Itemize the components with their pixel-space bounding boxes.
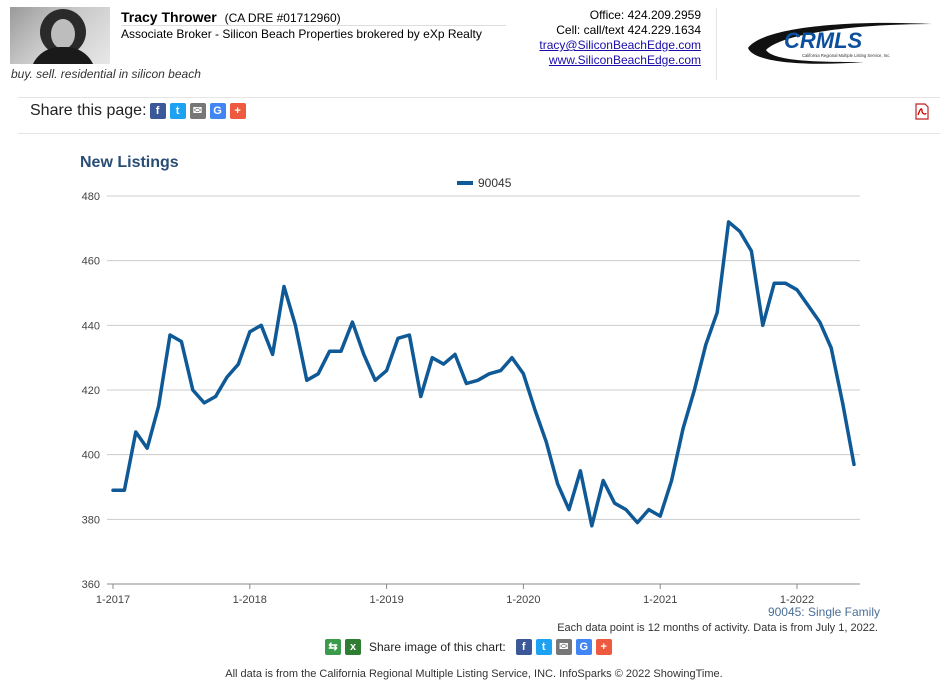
agent-title: Associate Broker - Silicon Beach Propert…	[121, 27, 482, 41]
agent-name-text: Tracy Thrower	[121, 9, 217, 25]
y-tick-label: 460	[82, 256, 100, 268]
email-icon[interactable]: ✉	[189, 103, 206, 119]
website-link[interactable]: www.SiliconBeachEdge.com	[548, 53, 701, 67]
legend-label: 90045	[478, 176, 512, 190]
y-tick-label: 360	[82, 579, 100, 591]
google-icon[interactable]: G	[575, 639, 592, 655]
pdf-icon[interactable]	[914, 103, 930, 120]
y-tick-label: 400	[82, 450, 100, 462]
series-caption: 90045: Single Family	[767, 605, 880, 619]
share-chart-label: Share image of this chart:	[369, 640, 506, 654]
x-tick-label: 1-2022	[780, 594, 814, 606]
footer: All data is from the California Regional…	[225, 668, 723, 680]
share-icon[interactable]: ⇆	[325, 639, 341, 655]
twitter-icon[interactable]: t	[169, 103, 186, 119]
plus-icon[interactable]: +	[229, 103, 246, 119]
share-page-row: Share this page: f t ✉ G +	[30, 102, 250, 120]
agent-dre: (CA DRE #01712960)	[224, 11, 341, 25]
divider	[18, 97, 940, 98]
divider	[716, 8, 717, 80]
cell-phone: Cell: call/text 424.229.1634	[556, 23, 701, 37]
logo-text: CRMLS	[784, 28, 863, 53]
share-page-label: Share this page:	[30, 102, 147, 119]
email-icon[interactable]: ✉	[555, 639, 572, 655]
chart-title: New Listings	[80, 154, 179, 171]
facebook-icon[interactable]: f	[149, 103, 166, 119]
x-tick-label: 1-2018	[233, 594, 267, 606]
data-note: Each data point is 12 months of activity…	[557, 622, 878, 634]
office-phone: Office: 424.209.2959	[589, 8, 701, 22]
x-tick-label: 1-2017	[96, 594, 130, 606]
contact-block: Office: 424.209.2959 Cell: call/text 424…	[539, 8, 701, 68]
y-tick-label: 440	[82, 320, 100, 332]
twitter-icon[interactable]: t	[535, 639, 552, 655]
y-tick-label: 380	[82, 514, 100, 526]
share-chart-row: ⇆ x Share image of this chart: f t ✉ G +	[325, 639, 616, 655]
logo-subtext: California Regional Multiple Listing Ser…	[802, 53, 890, 58]
x-tick-label: 1-2019	[369, 594, 403, 606]
email-link[interactable]: tracy@SiliconBeachEdge.com	[539, 38, 701, 52]
series-line-90045	[111, 220, 856, 528]
crmls-logo: CRMLS California Regional Multiple Listi…	[748, 22, 932, 64]
google-icon[interactable]: G	[209, 103, 226, 119]
divider	[121, 25, 506, 26]
y-tick-label: 420	[82, 385, 100, 397]
x-tick-label: 1-2020	[506, 594, 540, 606]
tagline: buy. sell. residential in silicon beach	[11, 67, 201, 81]
excel-icon[interactable]: x	[345, 639, 361, 655]
x-tick-label: 1-2021	[643, 594, 677, 606]
agent-photo	[10, 7, 110, 64]
agent-name: Tracy Thrower (CA DRE #01712960)	[121, 9, 341, 25]
facebook-icon[interactable]: f	[515, 639, 532, 655]
y-tick-label: 480	[82, 191, 100, 203]
divider	[18, 133, 940, 134]
plus-icon[interactable]: +	[595, 639, 612, 655]
